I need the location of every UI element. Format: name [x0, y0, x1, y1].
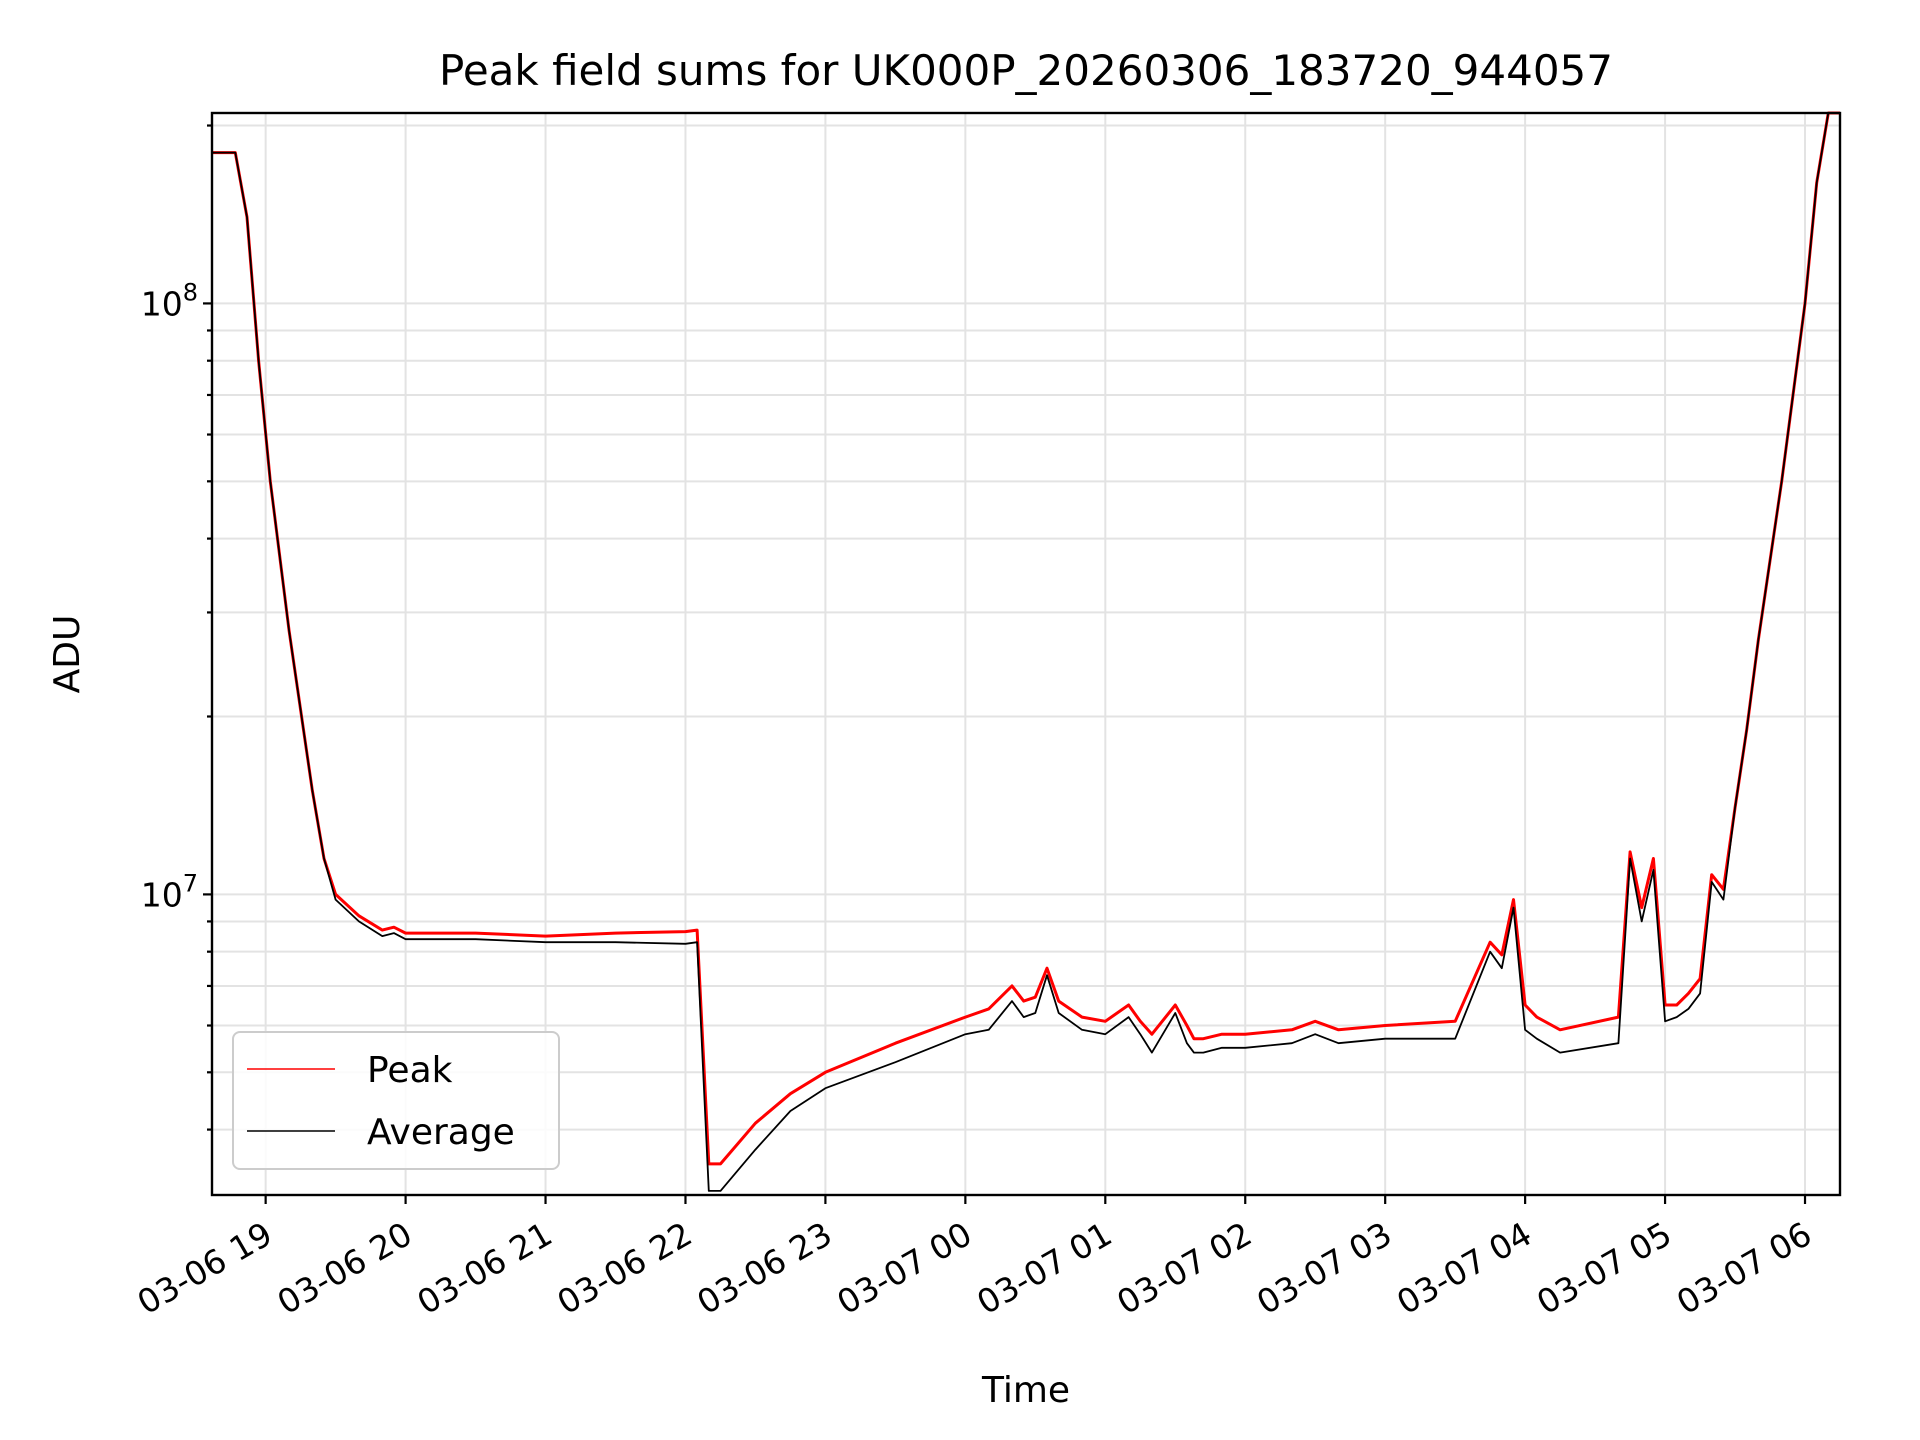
y-tick-label: 108: [141, 278, 198, 323]
y-axis-label: ADU: [47, 615, 88, 694]
y-axis-ticks: 107 108: [141, 124, 212, 1131]
chart-title: Peak field sums for UK000P_20260306_1837…: [439, 46, 1613, 95]
legend-label-peak: Peak: [367, 1050, 453, 1091]
grid: [212, 113, 1840, 1195]
series-layer: [212, 111, 1840, 1192]
series-line-peak: [212, 111, 1840, 1166]
plot-frame: [210, 111, 1842, 1197]
legend: Peak Average: [232, 1031, 560, 1170]
legend-box: [232, 1031, 560, 1170]
series-line-average: [212, 112, 1840, 1192]
x-axis-label: Time: [981, 1370, 1070, 1411]
y-tick-label: 107: [141, 869, 198, 914]
legend-label-average: Average: [367, 1112, 515, 1153]
